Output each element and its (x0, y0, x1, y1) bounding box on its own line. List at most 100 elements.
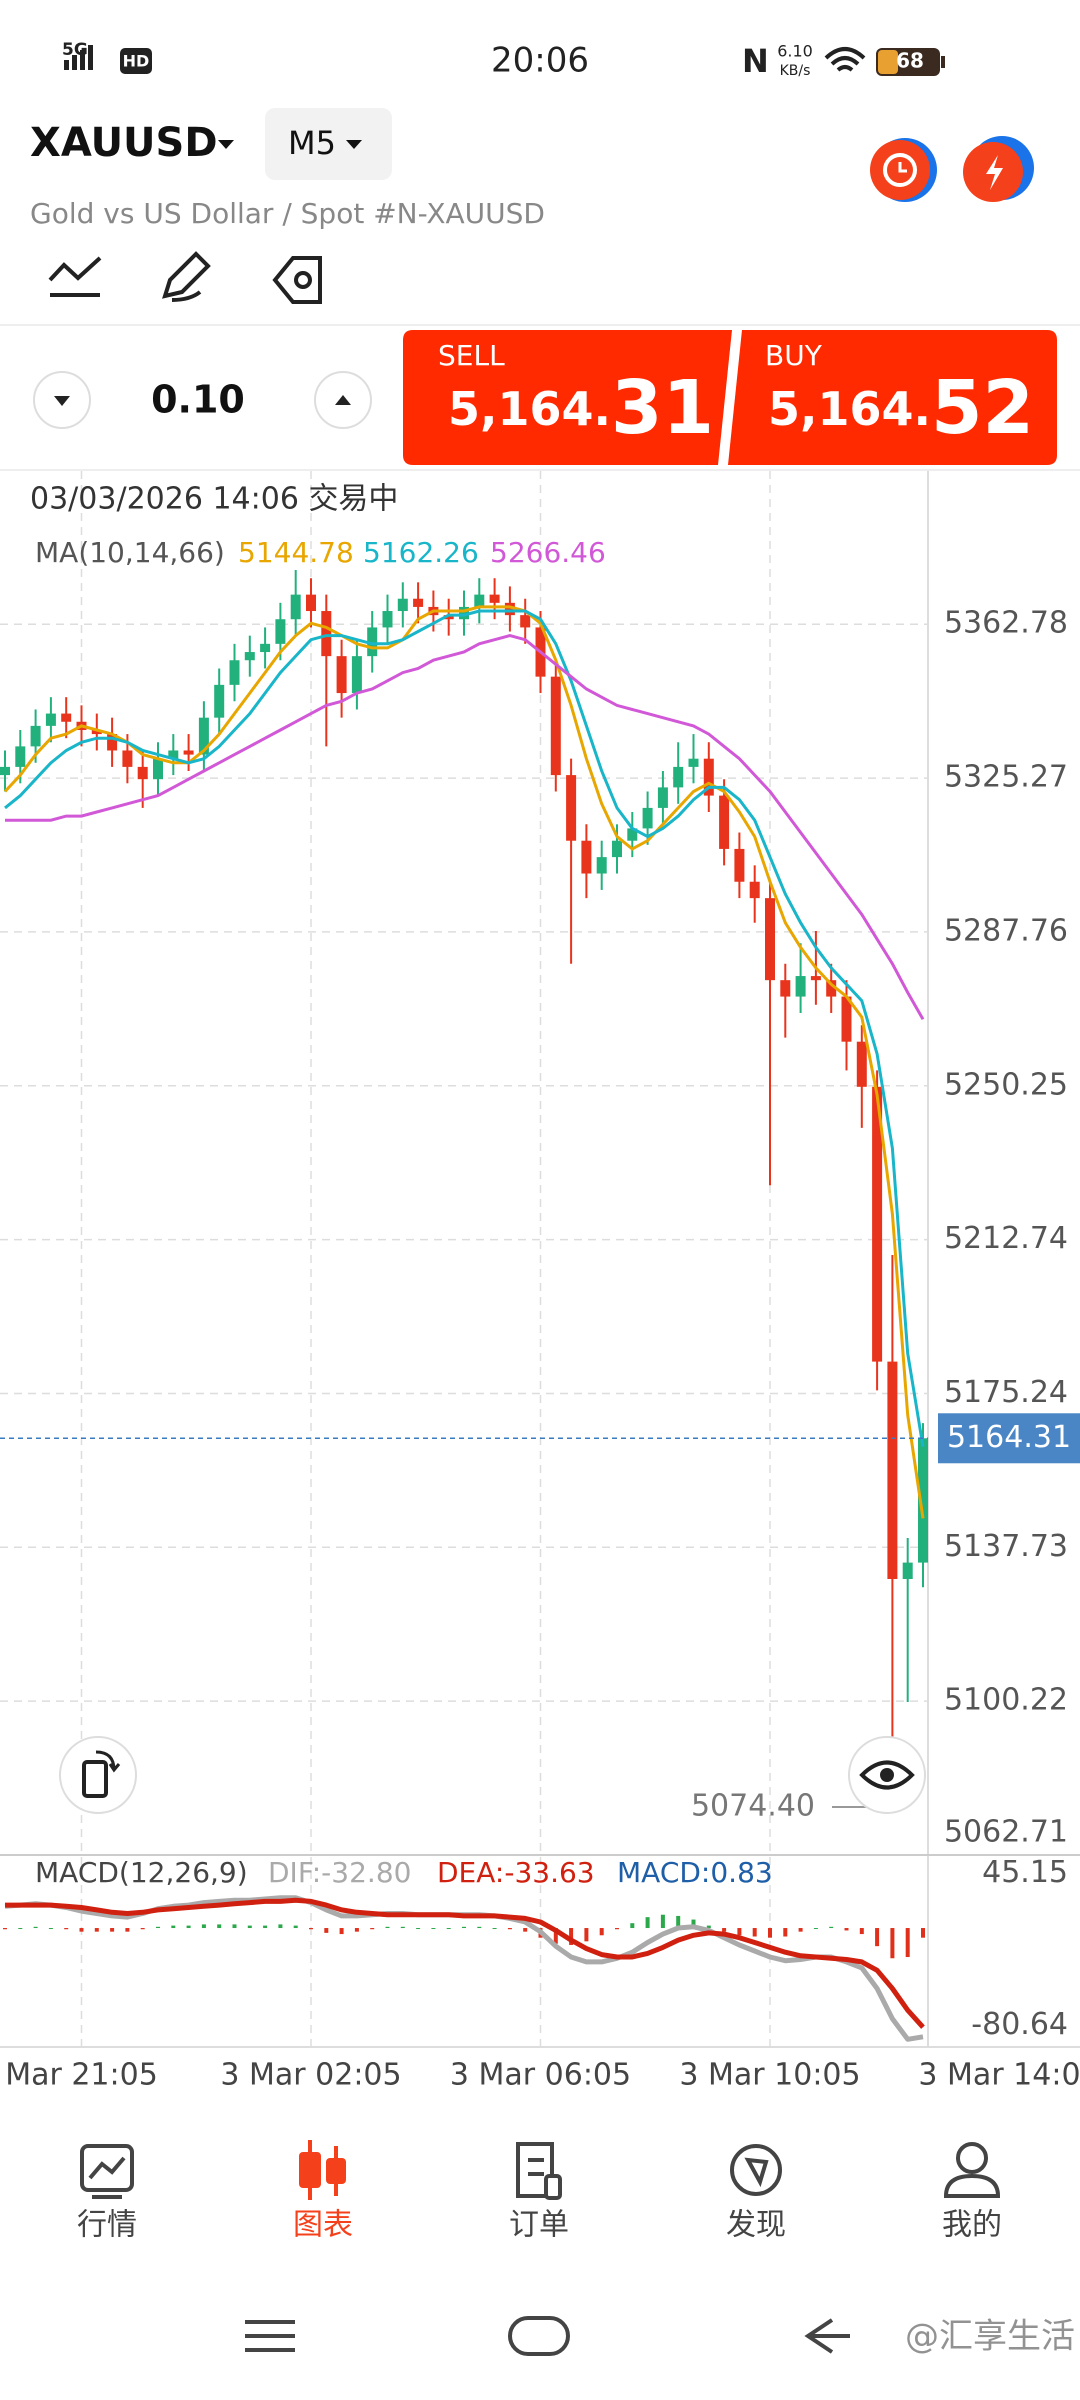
hd-icon: HD (123, 52, 150, 71)
header: XAUUSD M5 Gold vs US Dollar / Spot #N-XA… (0, 108, 1080, 326)
y-tick-label: 5212.74 (944, 1221, 1068, 1256)
lot-down[interactable] (33, 371, 91, 429)
lot-up[interactable] (314, 371, 372, 429)
macd-bar (752, 1928, 757, 1937)
candle-body (612, 840, 622, 858)
macd-bar (859, 1928, 864, 1935)
candle-body (810, 976, 821, 981)
macd-bar (171, 1925, 176, 1929)
macd-bar (569, 1928, 574, 1945)
sell-label[interactable]: SELL (438, 339, 505, 372)
macd-bar (263, 1925, 268, 1929)
macd-bar (829, 1926, 834, 1929)
y-tick-label: 5250.25 (944, 1067, 1068, 1102)
menu-key[interactable] (245, 2320, 295, 2352)
visibility-button[interactable] (848, 1736, 926, 1814)
candle-body (30, 725, 41, 747)
timeframe-button[interactable] (265, 108, 392, 180)
home-key[interactable] (508, 2316, 570, 2356)
candle-body (321, 611, 332, 657)
ma-line (3, 605, 925, 1519)
macd-bar (125, 1928, 130, 1932)
timeframe[interactable]: M5 (288, 124, 336, 162)
nav-item[interactable]: 订单 (509, 2142, 569, 2243)
macd-bar (48, 1928, 53, 1930)
indicator-icon[interactable] (48, 256, 102, 297)
candle-body (918, 1438, 928, 1563)
symbol[interactable]: XAUUSD (30, 120, 218, 166)
macd-bar (615, 1928, 619, 1930)
nav-label[interactable]: 订单 (509, 2208, 569, 2243)
nav-item[interactable]: 行情 (77, 2144, 137, 2243)
candle-body (826, 980, 837, 997)
candle-body (780, 980, 791, 997)
macd-bar (768, 1928, 772, 1938)
candle-body (872, 1086, 883, 1362)
candle-body (902, 1562, 913, 1580)
macd-bar (217, 1924, 222, 1929)
macd-bar (691, 1919, 696, 1929)
subtitle: Gold vs US Dollar / Spot #N-XAUUSD (30, 197, 545, 230)
nfc-icon: N (742, 42, 769, 80)
system-nav: @汇享生活 (245, 2316, 1075, 2357)
candle-body (566, 775, 577, 841)
buy-button[interactable] (728, 330, 1057, 465)
nav-item[interactable]: 发现 (726, 2144, 786, 2243)
nav-label[interactable]: 行情 (77, 2208, 137, 2243)
candle-body (61, 713, 72, 722)
macd-bar (905, 1928, 910, 1958)
sell-button[interactable] (403, 330, 732, 465)
macd-bar (507, 1928, 512, 1930)
macd-bar (645, 1917, 650, 1929)
candle-body (520, 615, 531, 628)
macd-bar (33, 1926, 38, 1929)
x-tick-label: Mar 21:05 (5, 2058, 158, 2093)
candle-body (45, 713, 56, 726)
macd-bar (156, 1926, 160, 1929)
sell-price[interactable]: 5,164.31 (448, 365, 714, 451)
nav-item[interactable]: 我的 (942, 2142, 1002, 2243)
buy-price[interactable]: 5,164.52 (768, 365, 1034, 451)
buy-label[interactable]: BUY (765, 339, 823, 372)
candle-body (15, 746, 26, 767)
lot[interactable]: 0.10 (151, 378, 245, 422)
ma-line (4, 609, 925, 1447)
net-speed: 6.10 (777, 42, 813, 61)
candle-body (504, 602, 515, 616)
macd-bar (462, 1926, 466, 1929)
nav-label[interactable]: 图表 (293, 2208, 353, 2243)
macd-bar (94, 1928, 99, 1932)
candle-body (168, 750, 179, 759)
candle-body (336, 656, 347, 694)
candle-body (489, 594, 500, 603)
macd-bar (400, 1926, 405, 1929)
nav-item[interactable]: 图表 (293, 2140, 353, 2243)
y-tick-label: 5325.27 (944, 760, 1068, 795)
macd-bar (232, 1924, 237, 1929)
back-key[interactable] (804, 2318, 850, 2354)
template-icon[interactable] (272, 256, 322, 304)
macd-bar (722, 1928, 727, 1932)
macd-bar (798, 1928, 803, 1932)
candle-body (734, 848, 745, 882)
y-tick-label: 5062.71 (944, 1815, 1068, 1850)
nav-label[interactable]: 我的 (942, 2208, 1002, 2243)
candle-body (244, 652, 255, 661)
macd-bar (18, 1928, 23, 1930)
x-tick-label: 3 Mar 10:05 (679, 2058, 860, 2093)
macd-bar (385, 1926, 390, 1929)
status-bar: 5G HD 20:06 N 6.10 KB/s 68 (62, 40, 945, 81)
candle-body (749, 881, 760, 899)
candle-body (275, 619, 286, 644)
candle-body (382, 611, 393, 628)
candle-body (107, 734, 118, 751)
candle-body (0, 766, 10, 776)
draw-icon[interactable] (162, 251, 211, 302)
candle-body (351, 656, 362, 694)
candle-body (688, 758, 699, 767)
nav-label[interactable]: 发现 (726, 2208, 786, 2243)
macd-bar (660, 1914, 665, 1929)
macd-bar (293, 1925, 298, 1929)
macd-bar (278, 1924, 283, 1929)
rotate-button[interactable] (59, 1736, 137, 1814)
